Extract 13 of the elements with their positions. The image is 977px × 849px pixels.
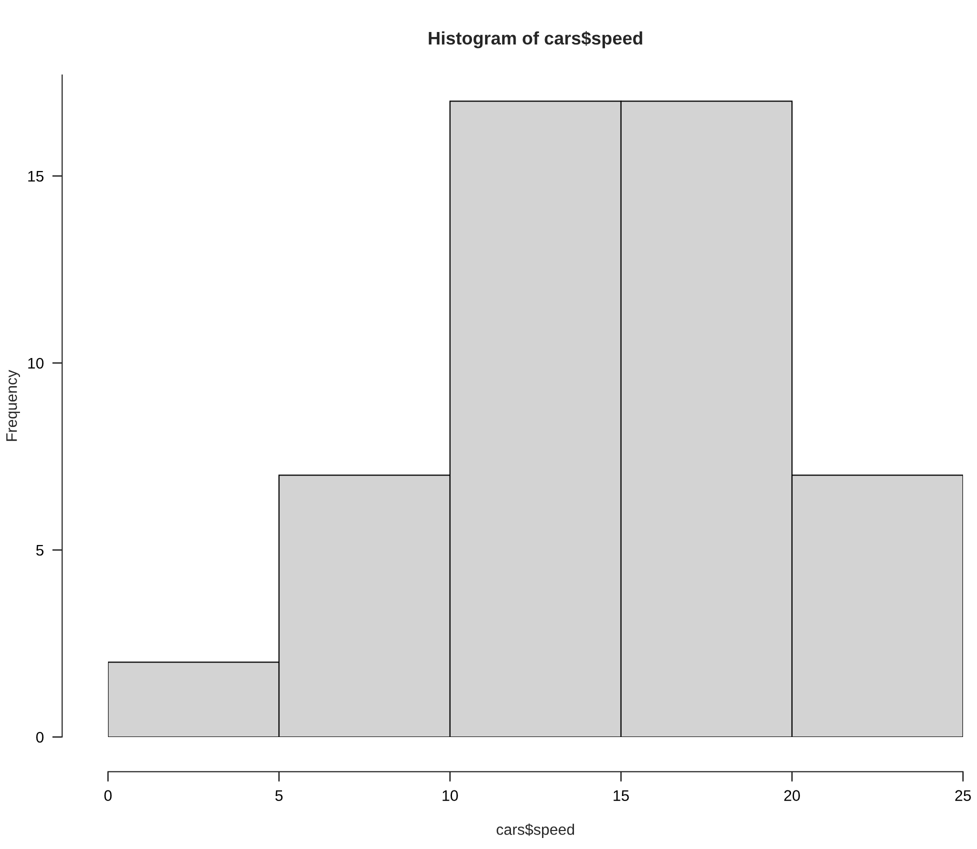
x-tick-label: 25 [955,790,971,801]
y-tick-label: 10 [28,358,44,369]
chart-title: Histogram of cars$speed [428,31,642,48]
x-axis-title: cars$speed [496,823,574,838]
x-tick-label: 5 [275,790,283,801]
y-tick-label: 15 [28,171,44,182]
x-tick-label: 0 [104,790,112,801]
y-tick-label: 5 [36,545,44,556]
x-tick-label: 15 [614,790,629,801]
x-tick-label: 20 [784,790,800,801]
x-tick-label: 10 [442,790,458,801]
y-tick-label: 0 [36,732,44,743]
y-axis-title: Frequency [6,370,20,441]
